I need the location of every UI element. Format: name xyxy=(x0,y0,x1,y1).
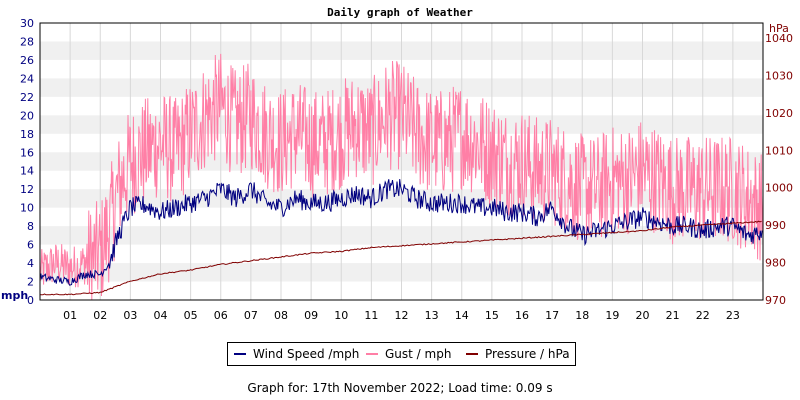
x-axis-tick-label: 13 xyxy=(425,309,439,322)
x-axis-tick-label: 18 xyxy=(575,309,589,322)
left-axis-tick-label: 14 xyxy=(20,165,34,178)
x-axis-tick-label: 03 xyxy=(123,309,137,322)
series-line-gust xyxy=(39,53,764,301)
x-axis-tick-label: 20 xyxy=(636,309,650,322)
x-axis-tick-label: 10 xyxy=(334,309,348,322)
graph-footer: Graph for: 17th November 2022; Load time… xyxy=(247,381,553,395)
left-axis-tick-label: 20 xyxy=(20,109,34,122)
left-axis-tick-label: 10 xyxy=(20,202,34,215)
right-axis-tick-label: 1010 xyxy=(765,144,793,157)
x-axis-tick-label: 06 xyxy=(214,309,228,322)
x-axis-tick-label: 16 xyxy=(515,309,529,322)
chart-legend: Wind Speed /mph Gust / mph Pressure / hP… xyxy=(227,342,576,366)
x-axis-tick-label: 02 xyxy=(93,309,107,322)
right-axis-tick-label: 1030 xyxy=(765,69,793,82)
x-axis-tick-label: 04 xyxy=(154,309,168,322)
left-axis-tick-label: 26 xyxy=(20,54,34,67)
right-axis-tick-label: 990 xyxy=(765,219,786,232)
legend-swatch-pressure xyxy=(466,352,478,355)
left-axis-tick-label: 12 xyxy=(20,183,34,196)
x-axis-tick-label: 09 xyxy=(304,309,318,322)
legend-item-wind: Wind Speed /mph xyxy=(234,347,359,361)
left-axis-tick-label: 30 xyxy=(20,17,34,30)
left-axis-tick-label: 18 xyxy=(20,128,34,141)
x-axis-tick-label: 14 xyxy=(455,309,469,322)
x-axis-tick-label: 17 xyxy=(545,309,559,322)
left-axis-tick-label: 28 xyxy=(20,35,34,48)
x-axis-tick-label: 12 xyxy=(395,309,409,322)
left-axis-tick-label: 24 xyxy=(20,72,34,85)
left-axis-tick-label: 8 xyxy=(27,220,34,233)
right-axis-label: hPa xyxy=(769,22,789,35)
right-axis-tick-label: 1000 xyxy=(765,182,793,195)
right-axis-tick-label: 1020 xyxy=(765,107,793,120)
x-axis-tick-label: 07 xyxy=(244,309,258,322)
legend-label-wind: Wind Speed /mph xyxy=(253,347,360,361)
series-line-pressure xyxy=(40,220,762,296)
x-axis-tick-label: 08 xyxy=(274,309,288,322)
x-axis-tick-label: 01 xyxy=(63,309,77,322)
x-axis-tick-label: 21 xyxy=(666,309,680,322)
chart-title: Daily graph of Weather xyxy=(327,6,473,19)
right-axis-tick-label: 970 xyxy=(765,294,786,307)
x-axis-tick-label: 19 xyxy=(605,309,619,322)
left-axis-tick-label: 16 xyxy=(20,146,34,159)
left-axis-tick-label: 0 xyxy=(27,294,34,307)
right-axis-tick-label: 1040 xyxy=(765,32,793,45)
legend-swatch-wind xyxy=(234,352,246,355)
legend-label-pressure: Pressure / hPa xyxy=(485,347,570,361)
series-line-wind xyxy=(39,179,763,286)
left-axis-tick-label: 2 xyxy=(27,276,34,289)
legend-item-pressure: Pressure / hPa xyxy=(466,347,570,361)
x-axis-tick-label: 05 xyxy=(184,309,198,322)
legend-swatch-gust xyxy=(366,352,378,355)
legend-label-gust: Gust / mph xyxy=(385,347,452,361)
plot-border xyxy=(39,22,764,301)
x-axis-tick-label: 11 xyxy=(364,309,378,322)
left-axis-label: mph xyxy=(1,289,28,302)
left-axis-tick-label: 6 xyxy=(27,239,34,252)
legend-item-gust: Gust / mph xyxy=(366,347,451,361)
left-axis-tick-label: 22 xyxy=(20,91,34,104)
x-axis-tick-label: 23 xyxy=(726,309,740,322)
x-axis-tick-label: 22 xyxy=(696,309,710,322)
left-axis-tick-label: 4 xyxy=(27,257,34,270)
right-axis-tick-label: 980 xyxy=(765,257,786,270)
x-axis-tick-label: 15 xyxy=(485,309,499,322)
